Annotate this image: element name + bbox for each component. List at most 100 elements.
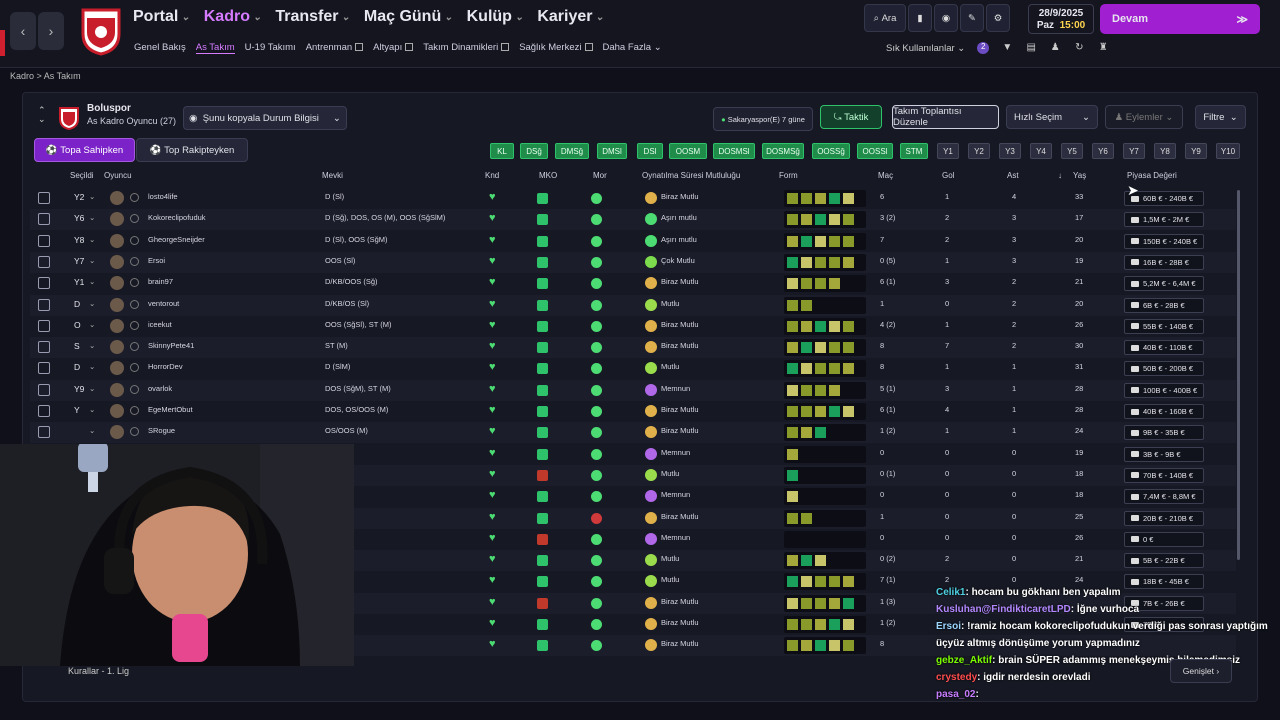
market-value[interactable]: 3B € - 9B € [1124,446,1204,462]
copy-status-button[interactable]: ◉ Şunu kopyala Durum Bilgisi ⌄ [183,106,347,130]
chevron-down-icon[interactable]: ⌄ [89,277,96,287]
out-possession-tab[interactable]: ⚽ Top Rakipteyken [136,138,248,162]
chevron-down-icon[interactable]: ⌄ [89,319,96,329]
selection-slot[interactable]: Y6 [74,213,85,224]
col-apps[interactable]: Maç [878,171,894,180]
pos-dsl[interactable]: DSl [637,143,663,159]
market-value[interactable]: 40B € - 110B € [1124,340,1204,356]
pos-y5[interactable]: Y5 [1061,143,1083,159]
collapse-toggle[interactable]: ⌃ ⌄ [38,105,46,124]
trophy-icon[interactable]: ♜ [1098,42,1108,53]
market-value[interactable]: 7B € [1124,617,1204,632]
chevron-down-icon[interactable]: ⌄ [89,255,96,265]
col-value[interactable]: Piyasa Değeri [1127,171,1177,180]
chevron-down-icon[interactable]: ⌄ [89,405,96,414]
player-name[interactable]: brain97 [148,277,174,287]
edit-button[interactable]: ✎ [960,4,984,32]
subnav-altyapi[interactable]: Altyapı [373,42,414,54]
row-checkbox[interactable] [38,362,50,375]
selection-slot[interactable]: Y9 [74,383,85,394]
selection-slot[interactable]: Y2 [74,192,85,202]
row-checkbox[interactable] [38,298,50,311]
in-possession-tab[interactable]: ⚽ Topa Sahipken [34,138,135,162]
selection-slot[interactable]: Y1 [74,277,85,288]
nav-mac-gunu[interactable]: Maç Günü ⌄ [363,8,453,25]
chevron-down-icon[interactable]: ⌄ [89,341,96,351]
search-button[interactable]: ⌕ Ara [864,4,906,32]
row-checkbox[interactable] [38,213,50,226]
nav-portal[interactable]: Portal ⌄ [133,8,190,25]
col-happiness[interactable]: Oynatılma Süresi Mutluluğu [642,171,741,180]
chevron-down-icon[interactable]: ⌄ [89,213,96,223]
col-goals[interactable]: Gol [942,171,955,180]
pos-dosmsl[interactable]: DOSMSl [713,143,755,159]
subnav-genel-bakis[interactable]: Genel Bakış [134,42,186,53]
selection-slot[interactable]: D [74,298,81,309]
market-value[interactable]: 18B € - 45B € [1124,574,1204,590]
player-name[interactable]: losto4life [148,192,178,201]
market-value[interactable]: 100B € - 400B € [1124,382,1204,398]
col-player[interactable]: Oyuncu [104,171,132,180]
back-button[interactable]: ‹ [10,12,36,50]
nav-kulup[interactable]: Kulüp ⌄ [466,8,524,25]
world-button[interactable]: ◉ [934,4,958,32]
player-name[interactable]: EgeMertObut [148,405,193,414]
player-name[interactable]: HorrorDev [148,362,183,372]
col-selected[interactable]: Seçildi [70,171,94,180]
col-condition[interactable]: Knd [485,171,500,180]
subnav-antrenman[interactable]: Antrenman [306,42,364,54]
favorites-dropdown[interactable]: Sık Kullanılanlar ⌄ [886,42,966,54]
table-row[interactable]: Y8 ⌄ GheorgeSneijder D (Sl), OOS (SğM) ♥ Aşır… [30,231,1236,252]
shirt-icon[interactable]: ▼ [1002,42,1013,53]
row-checkbox[interactable] [38,341,50,354]
table-row[interactable]: Y2 ⌄ losto4life D (Sl) ♥ Biraz Mutlu 6 1 4 33 60B … [30,188,1236,209]
pos-kl[interactable]: KL [490,143,514,159]
player-name[interactable]: ventorout [148,298,180,308]
row-checkbox[interactable] [38,255,50,268]
sort-desc-icon[interactable]: ↓ [1058,171,1062,180]
selection-slot[interactable]: Y [74,405,80,415]
nav-kadro[interactable]: Kadro ⌄ [203,8,262,25]
pos-oossl[interactable]: OOSSl [857,143,893,159]
player-name[interactable]: iceekut [148,319,172,329]
subnav-u19[interactable]: U-19 Takımı [244,42,296,53]
table-row[interactable]: Y9 ⌄ ovarlok DOS (SğM), ST (M) ♥ Memnun 5 (1) 3… [30,379,1236,401]
market-value[interactable]: 7,4M € - 8,8M € [1124,489,1204,505]
player-name[interactable]: SkinnyPete41 [148,341,195,351]
subnav-takim-dinamikleri[interactable]: Takım Dinamikleri [423,42,510,54]
selection-slot[interactable]: O [74,319,81,330]
pos-oosm[interactable]: OOSM [669,143,707,159]
league-rules-link[interactable]: Kurallar - 1. Lig [68,666,130,676]
breadcrumb-as-takim[interactable]: As Takım [43,71,81,81]
document-icon[interactable]: ▤ [1026,42,1036,53]
market-value[interactable]: 40B € - 160B € [1124,404,1204,419]
pos-y3[interactable]: Y3 [999,143,1021,159]
col-position[interactable]: Mevki [322,171,343,180]
market-value[interactable]: 5B € - 22B € [1124,553,1204,569]
table-row[interactable]: Y7 ⌄ Ersoi OOS (Sl) ♥ Çok Mutlu 0 (5) 1 3 19 16B €… [30,251,1236,273]
chevron-down-icon[interactable]: ⌄ [89,426,96,436]
market-value[interactable]: 20B € - 210B € [1124,510,1204,526]
market-value[interactable]: 5,2M € - 6,4M € [1124,276,1204,292]
player-name[interactable]: GheorgeSneijder [148,234,205,244]
market-value[interactable]: 16B € - 28B € [1124,254,1204,270]
breadcrumb-kadro[interactable]: Kadro [10,71,35,81]
market-value[interactable]: 0 € [1124,531,1204,547]
pos-y4[interactable]: Y4 [1030,143,1052,159]
chevron-down-icon[interactable]: ⌄ [89,362,96,372]
pos-y2[interactable]: Y2 [968,143,990,159]
table-row[interactable]: Y6 ⌄ Kokoreclipofuduk D (Sğ), DOS, OS (M), … [30,209,1236,231]
filter-button[interactable]: Filtre ⌄ [1195,105,1246,129]
row-checkbox[interactable] [38,234,50,247]
table-row[interactable]: Y ⌄ EgeMertObut DOS, OS/OOS (M) ♥ Biraz Mutlu… [30,401,1236,422]
pos-dosmsg[interactable]: DOSMSğ [762,143,804,159]
market-value[interactable]: 60B € - 240B € [1124,191,1204,206]
pos-stm[interactable]: STM [900,143,928,159]
row-checkbox[interactable] [38,277,50,290]
notes-button[interactable]: ▮ [908,4,932,32]
pos-y7[interactable]: Y7 [1123,143,1145,159]
chevron-down-icon[interactable]: ⌄ [89,192,96,201]
tactic-button[interactable]: ⤿ Taktik [820,105,882,129]
col-form[interactable]: Form [779,171,798,180]
selection-slot[interactable]: Y8 [74,234,85,245]
